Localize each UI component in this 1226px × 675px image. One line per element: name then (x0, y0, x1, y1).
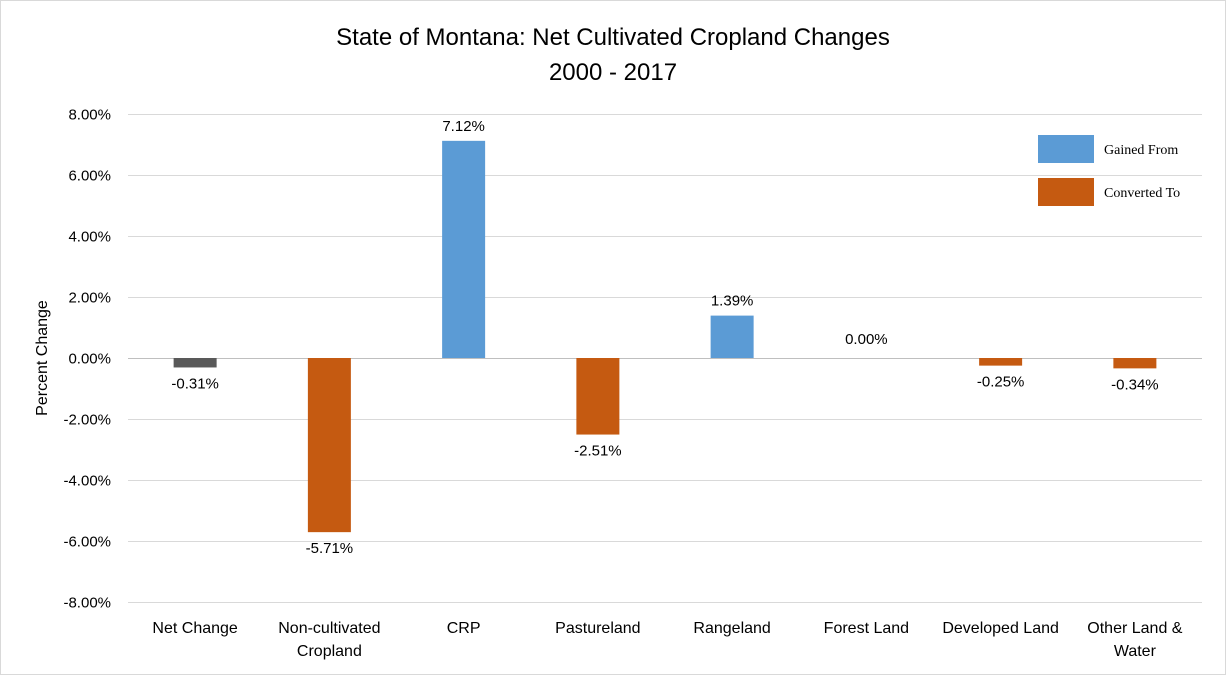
y-tick-label: 2.00% (68, 290, 111, 307)
category-labels: Net Change Non-cultivated Cropland CRP Pastu… (152, 620, 1182, 660)
data-labels: -0.31% -5.71% 7.12% -2.51% 1.39% 0.00% -0.25% -… (171, 118, 1158, 557)
x-tick-label: Rangeland (693, 620, 770, 637)
y-tick-label: 4.00% (68, 229, 111, 246)
x-tick-label: Developed Land (942, 620, 1059, 637)
x-tick-label: CRP (447, 620, 481, 637)
y-tick-label: 8.00% (68, 107, 111, 124)
bars (173, 140, 1157, 533)
x-tick-label: Other Land & (1087, 620, 1183, 637)
legend-swatch (1038, 135, 1094, 163)
x-tick-label: Water (1114, 643, 1157, 660)
y-tick-label: -4.00% (63, 473, 111, 490)
y-tick-label: -6.00% (63, 534, 111, 551)
y-axis-label: Percent Change (34, 300, 51, 416)
legend-label: Gained From (1104, 143, 1178, 158)
x-tick-label: Cropland (297, 643, 362, 660)
y-tick-label: -2.00% (63, 412, 111, 429)
x-tick-label: Pastureland (555, 620, 640, 637)
x-tick-label: Net Change (152, 620, 237, 637)
legend-label: Converted To (1104, 186, 1180, 201)
y-tick-labels: 8.00% 6.00% 4.00% 2.00% 0.00% -2.00% -4.00% -6.… (63, 107, 111, 612)
data-label: -0.34% (1111, 376, 1159, 393)
data-label: -5.71% (306, 540, 354, 557)
x-tick-label: Forest Land (824, 620, 909, 637)
data-label: 0.00% (845, 331, 888, 348)
y-tick-label: 6.00% (68, 168, 111, 185)
x-tick-label: Non-cultivated (278, 620, 380, 637)
bar (442, 140, 486, 358)
data-label: 1.39% (711, 293, 754, 310)
data-label: -0.25% (977, 374, 1025, 391)
legend-swatch (1038, 178, 1094, 206)
data-label: 7.12% (442, 118, 485, 135)
bar (173, 358, 217, 368)
chart-subtitle: 2000 - 2017 (549, 59, 677, 86)
legend: Gained From Converted To (1038, 135, 1180, 206)
bar (1113, 358, 1157, 369)
data-label: -2.51% (574, 443, 622, 460)
y-tick-label: 0.00% (68, 351, 111, 368)
chart-title: State of Montana: Net Cultivated Croplan… (336, 24, 890, 51)
bar (710, 315, 754, 358)
bar (576, 358, 620, 435)
bar (307, 358, 351, 533)
y-tick-label: -8.00% (63, 595, 111, 612)
grid-lines (128, 114, 1202, 603)
bar (979, 358, 1023, 366)
data-label: -0.31% (171, 375, 219, 392)
